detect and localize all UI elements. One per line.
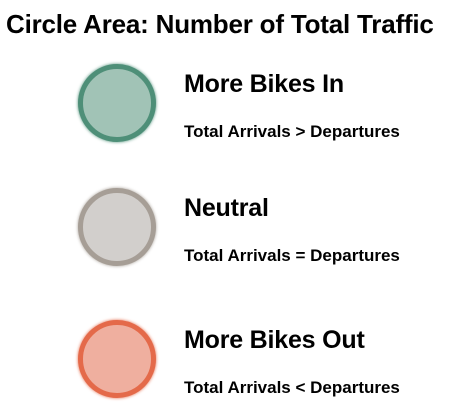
legend-item-description: Total Arrivals > Departures — [184, 122, 400, 141]
legend-item-heading: Neutral — [184, 194, 269, 222]
legend-item-heading: More Bikes In — [184, 70, 344, 98]
legend-item-heading: More Bikes Out — [184, 326, 365, 354]
legend-title: Circle Area: Number of Total Traffic — [6, 9, 434, 39]
legend-item-more-bikes-out: More Bikes Out Total Arrivals < Departur… — [0, 320, 476, 410]
green-circle-icon — [78, 64, 156, 142]
gray-circle-icon — [78, 188, 156, 266]
legend-item-description: Total Arrivals < Departures — [184, 378, 400, 397]
orange-circle-icon — [78, 320, 156, 398]
legend-item-description: Total Arrivals = Departures — [184, 246, 400, 265]
legend-item-neutral: Neutral Total Arrivals = Departures — [0, 188, 476, 278]
legend-item-more-bikes-in: More Bikes In Total Arrivals > Departure… — [0, 64, 476, 154]
